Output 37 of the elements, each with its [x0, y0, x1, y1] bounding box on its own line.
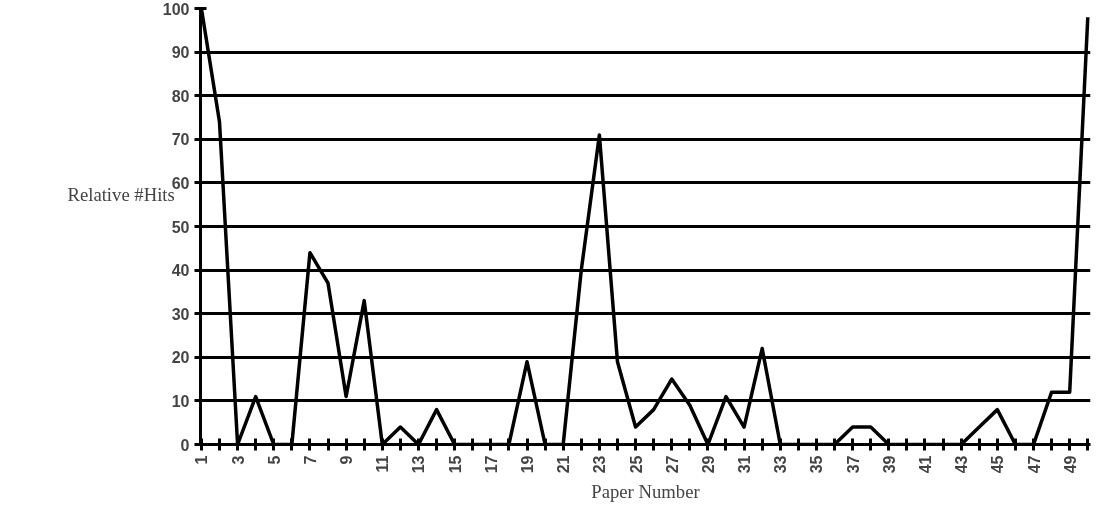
x-tick-label: 9 — [338, 455, 356, 465]
y-tick-label: 50 — [171, 218, 190, 236]
x-tick-label: 45 — [989, 455, 1007, 474]
x-tick-label: 37 — [844, 455, 862, 474]
y-tick-label: 60 — [171, 174, 190, 192]
x-tick-label: 23 — [591, 455, 609, 474]
x-tick-label: 39 — [880, 455, 898, 474]
x-tick-label: 27 — [663, 455, 681, 474]
y-tick-label: 80 — [171, 87, 190, 105]
x-tick-label: 47 — [1025, 455, 1043, 474]
y-tick-label: 100 — [162, 0, 190, 18]
x-tick-label: 17 — [482, 455, 500, 474]
x-tick-label: 31 — [736, 455, 754, 474]
x-tick-label: 21 — [555, 455, 573, 474]
y-tick-label: 0 — [180, 436, 190, 454]
y-tick-label: 70 — [171, 131, 190, 149]
x-tick-label: 29 — [699, 455, 717, 474]
x-tick-label: 1 — [193, 455, 211, 465]
x-tick-label: 25 — [627, 455, 645, 474]
x-tick-label: 33 — [772, 455, 790, 474]
x-tick-label: 13 — [410, 455, 428, 474]
y-tick-label: 40 — [171, 262, 190, 280]
y-tick-label: 20 — [171, 349, 190, 367]
y-tick-label: 10 — [171, 392, 190, 410]
x-tick-label: 41 — [916, 455, 934, 474]
x-tick-label: 19 — [519, 455, 537, 474]
y-tick-label: 30 — [171, 305, 190, 323]
x-tick-label: 43 — [953, 455, 971, 474]
x-tick-label: 35 — [808, 455, 826, 474]
x-tick-label: 15 — [446, 455, 464, 474]
x-tick-label: 3 — [229, 455, 247, 465]
x-tick-label: 49 — [1061, 455, 1079, 474]
x-tick-label: 5 — [265, 455, 283, 465]
x-tick-label: 7 — [301, 455, 319, 465]
x-tick-label: 11 — [374, 455, 392, 473]
x-axis-title: Paper Number — [591, 481, 701, 503]
y-tick-label: 90 — [171, 44, 190, 62]
